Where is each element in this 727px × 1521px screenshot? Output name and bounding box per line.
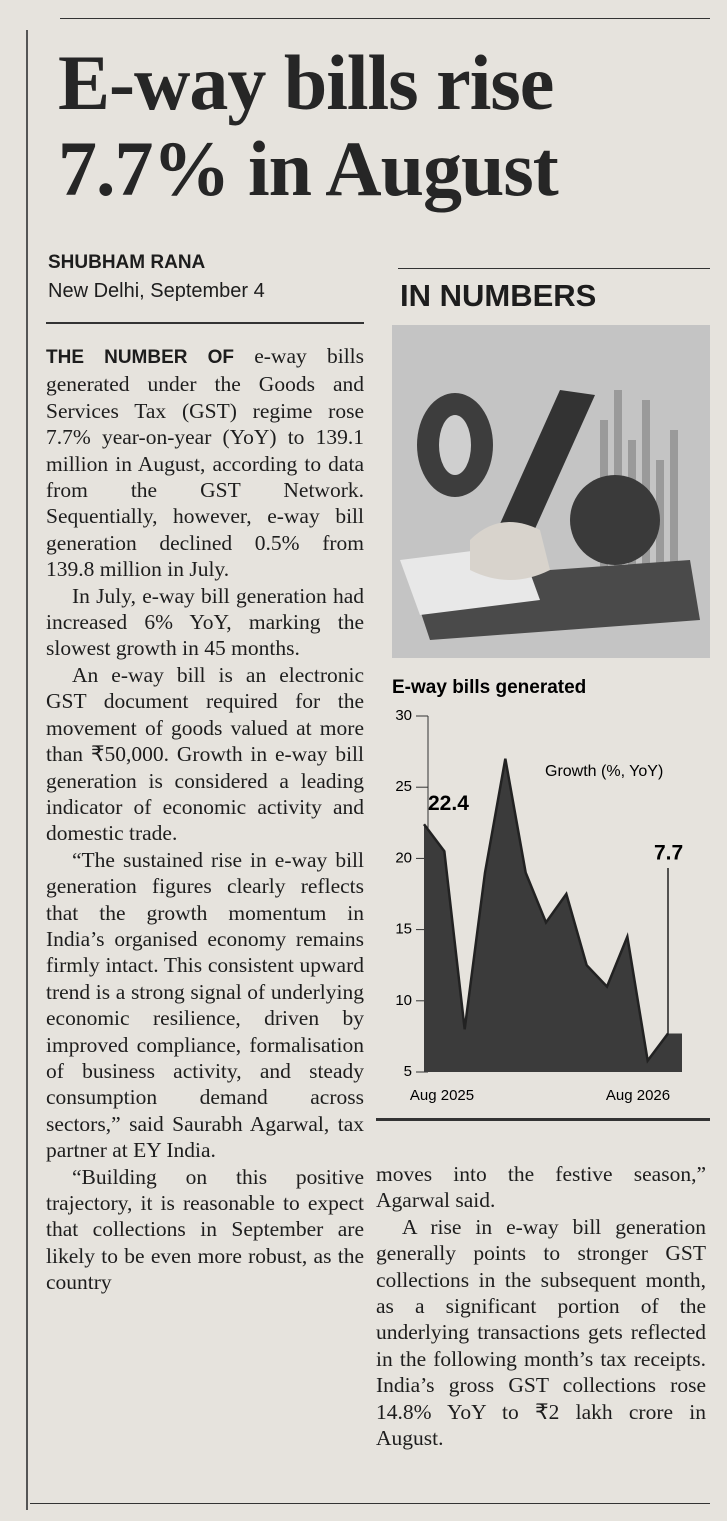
photo-percent-hole <box>439 415 471 475</box>
y-tick-label: 15 <box>395 921 412 938</box>
chart-title: E-way bills generated <box>392 677 586 698</box>
paragraph: THE NUMBER OF e-way bills generated unde… <box>46 343 364 583</box>
area <box>424 758 682 1072</box>
paragraph: An e-way bill is an electronic GST docum… <box>46 662 364 846</box>
x-tick-label: Aug 2026 <box>606 1087 670 1104</box>
lead-in: THE NUMBER OF <box>46 347 235 368</box>
dateline: New Delhi, September 4 <box>48 280 265 302</box>
byline-rule <box>46 322 364 324</box>
data-label: 22.4 <box>428 792 469 815</box>
sidebar-title: IN NUMBERS <box>400 278 597 313</box>
author: SHUBHAM RANA <box>48 252 206 273</box>
paragraph: moves into the festive season,” Agarwal … <box>376 1162 706 1213</box>
y-tick-label: 25 <box>395 778 412 795</box>
left-edge <box>26 30 28 1510</box>
legend-label: Growth (%, YoY) <box>545 763 663 780</box>
photo-percent-slash <box>495 390 595 540</box>
paragraph: In July, e-way bill generation had incre… <box>46 583 364 661</box>
right-column: moves into the festive season,” Agarwal … <box>376 1161 706 1451</box>
paragraph: “Building on this positive trajectory, i… <box>46 1164 364 1295</box>
bottom-rule <box>30 1503 710 1504</box>
y-tick-label: 20 <box>395 849 412 866</box>
chart-rule <box>376 1118 710 1121</box>
photo <box>392 325 710 658</box>
y-tick-label: 5 <box>404 1063 412 1080</box>
sidebar-rule <box>398 268 710 269</box>
line <box>423 758 669 1064</box>
photo-hand <box>470 522 550 580</box>
data-label: 7.7 <box>654 842 683 865</box>
paragraph: A rise in e-way bill generation generall… <box>376 1214 706 1451</box>
x-tick-label: Aug 2025 <box>410 1087 474 1104</box>
headline: E-way bills rise 7.7% in August <box>58 39 559 212</box>
y-tick-label: 10 <box>395 992 412 1009</box>
paragraph-text: e-way bills generated under the Goods an… <box>46 344 365 582</box>
photo-percent-ring <box>570 475 660 565</box>
top-rule <box>60 18 710 19</box>
paragraph: “The sustained rise in e-way bill genera… <box>46 847 364 1163</box>
left-column: THE NUMBER OF e-way bills generated unde… <box>46 343 364 1296</box>
y-tick-label: 30 <box>395 707 412 724</box>
